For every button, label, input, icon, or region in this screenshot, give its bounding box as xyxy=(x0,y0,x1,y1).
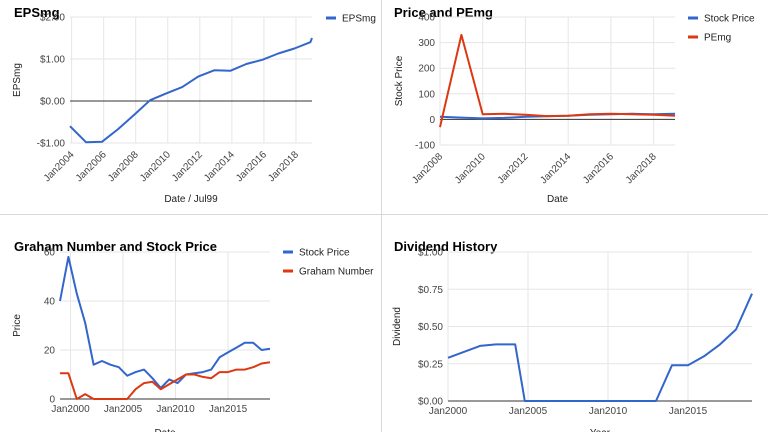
y-tick-label: 200 xyxy=(418,64,435,75)
y-tick-label: 40 xyxy=(44,297,56,308)
x-tick-label: Jan2016 xyxy=(581,151,616,186)
x-tick-label: Jan2010 xyxy=(589,406,628,417)
x-tick-label: Jan2005 xyxy=(509,406,548,417)
chart-panel-graham: Graham Number and Stock Price 60 40 20 0 Jan2… xyxy=(0,215,381,432)
legend-label-pemg: PEmg xyxy=(704,33,731,44)
y-tick-label: $0.00 xyxy=(40,97,65,108)
legend-label-stock-price: Stock Price xyxy=(704,14,755,25)
x-tick-label: Jan2000 xyxy=(429,406,468,417)
x-axis-label: Year xyxy=(590,428,611,432)
y-tick-label: $0.00 xyxy=(418,397,443,408)
x-tick-label: Jan2014 xyxy=(202,149,237,184)
x-tick-label: Jan2010 xyxy=(138,149,173,184)
x-tick-label: Jan2010 xyxy=(453,151,488,186)
legend-label-stock-price: Stock Price xyxy=(299,248,350,259)
chart-title: EPSmg xyxy=(14,5,60,20)
panel-divider-horizontal xyxy=(0,214,768,215)
x-tick-label: Jan2012 xyxy=(496,151,531,186)
series-line-stock-price xyxy=(59,255,271,389)
x-tick-label: Jan2008 xyxy=(106,149,141,184)
y-axis-label: Dividend xyxy=(392,307,403,346)
x-axis-label: Date xyxy=(547,194,569,205)
x-tick-label: Jan2005 xyxy=(104,404,143,415)
legend-label-graham-number: Graham Number xyxy=(299,267,374,278)
chart-epsmg: EPSmg$2.00$1.00$0.00-$1.00Jan2004Jan2006… xyxy=(12,5,376,205)
chart-dividend: Dividend History$1.00 $0.75 $0.50 $0.25 $0.0… xyxy=(392,239,753,432)
x-tick-label: Jan2000 xyxy=(51,404,90,415)
y-tick-label: 100 xyxy=(418,89,435,100)
y-tick-label: -100 xyxy=(415,141,435,152)
y-tick-label: 60 xyxy=(44,248,56,259)
series-line-epsmg xyxy=(69,37,313,144)
y-tick-label: $0.25 xyxy=(418,359,443,370)
x-tick-label: Jan2008 xyxy=(410,151,445,186)
chart-panel-epsmg: EPSmg $2.00 $1.00 $0.00 -$1.00 Jan2004 Jan2006… xyxy=(0,0,381,214)
x-tick-label: Jan2006 xyxy=(74,149,109,184)
x-axis-label: Date xyxy=(154,428,176,432)
y-tick-label: $2.00 xyxy=(40,13,65,24)
chart-panel-price-pemg: Price and PEmg 400 300 200 100 0 -100 Jan2008 Ja… xyxy=(382,0,768,214)
x-tick-label: Jan2015 xyxy=(669,406,708,417)
x-tick-label: Jan2010 xyxy=(156,404,195,415)
y-axis-label: Stock Price xyxy=(394,55,405,106)
y-tick-label: $0.75 xyxy=(418,285,443,296)
x-tick-label: Jan2015 xyxy=(209,404,248,415)
series-line-pemg xyxy=(439,33,676,128)
series-line-graham-number xyxy=(60,361,271,400)
y-tick-label: 20 xyxy=(44,346,56,357)
y-tick-label: 0 xyxy=(49,395,55,406)
x-tick-label: Jan2018 xyxy=(266,149,301,184)
legend-label-epsmg: EPSmg xyxy=(342,14,376,25)
y-tick-label: $1.00 xyxy=(40,55,65,66)
x-tick-label: Jan2018 xyxy=(624,151,659,186)
chart-graham: Graham Number and Stock Price6040200Jan2… xyxy=(12,239,374,432)
chart-panel-dividend: Dividend History $1.00 $0.75 $0.50 $0.25 $0.0… xyxy=(382,215,768,432)
chart-title: Dividend History xyxy=(394,239,498,254)
chart-title: Graham Number and Stock Price xyxy=(14,239,217,254)
y-tick-label: $0.50 xyxy=(418,322,443,333)
y-tick-label: 300 xyxy=(418,38,435,49)
x-tick-label: Jan2016 xyxy=(234,149,269,184)
y-axis-label: EPSmg xyxy=(12,63,23,97)
x-tick-label: Jan2012 xyxy=(170,149,205,184)
y-tick-label: $1.00 xyxy=(418,248,443,259)
x-tick-label: Jan2004 xyxy=(42,149,77,184)
chart-title: Price and PEmg xyxy=(394,5,493,20)
y-tick-label: 0 xyxy=(429,115,435,126)
x-axis-label: Date / Jul99 xyxy=(164,194,218,205)
panel-divider-vertical xyxy=(381,0,382,432)
series-line-line xyxy=(447,293,753,402)
x-tick-label: Jan2014 xyxy=(538,151,573,186)
y-axis-label: Price xyxy=(12,314,23,337)
y-tick-label: -$1.00 xyxy=(37,139,66,150)
y-tick-label: 400 xyxy=(418,13,435,24)
